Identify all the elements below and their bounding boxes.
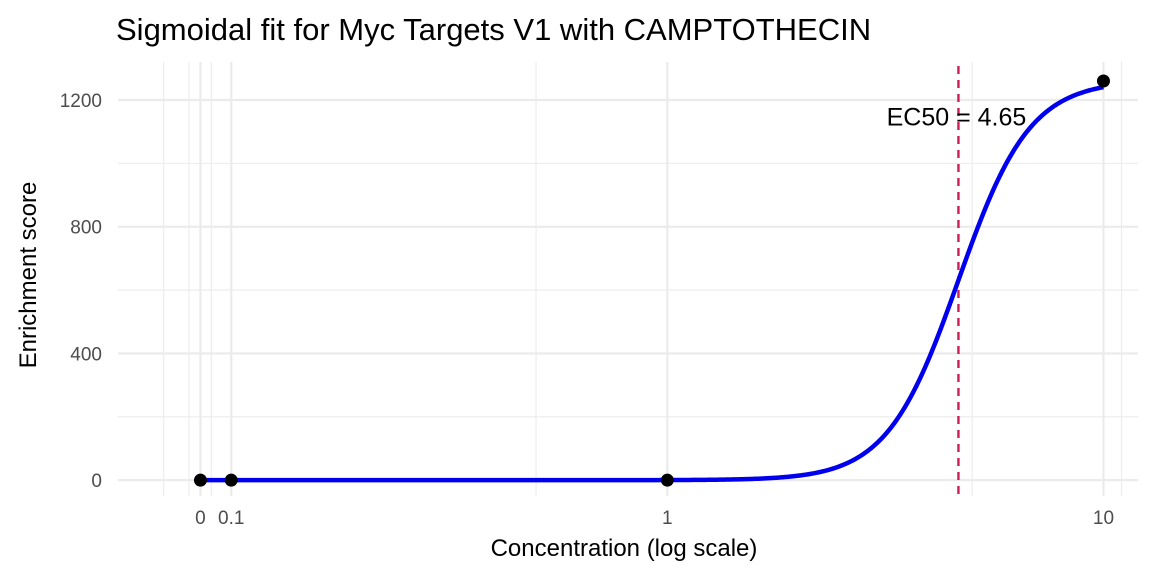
x-tick-label: 0.1 <box>218 508 244 529</box>
y-axis-title: Enrichment score <box>15 182 42 369</box>
data-point <box>660 473 674 487</box>
data-points <box>193 74 1110 487</box>
data-point <box>1096 74 1110 88</box>
x-axis-title: Concentration (log scale) <box>491 535 758 562</box>
chart-title: Sigmoidal fit for Myc Targets V1 with CA… <box>116 12 871 47</box>
x-tick-label: 10 <box>1093 508 1114 529</box>
data-point <box>224 473 238 487</box>
y-tick-label: 800 <box>70 218 102 239</box>
x-tick-labels: 0 0.1 1 10 <box>195 508 1114 529</box>
y-tick-label: 0 <box>91 471 102 492</box>
data-point <box>193 473 207 487</box>
x-tick-label: 1 <box>662 508 673 529</box>
ec50-label: EC50 = 4.65 <box>887 103 1027 131</box>
y-tick-label: 400 <box>70 344 102 365</box>
fit-curve <box>200 84 1104 483</box>
y-tick-label: 1200 <box>60 91 102 112</box>
y-tick-labels: 0 400 800 1200 <box>60 91 102 492</box>
x-tick-label: 0 <box>195 508 206 529</box>
